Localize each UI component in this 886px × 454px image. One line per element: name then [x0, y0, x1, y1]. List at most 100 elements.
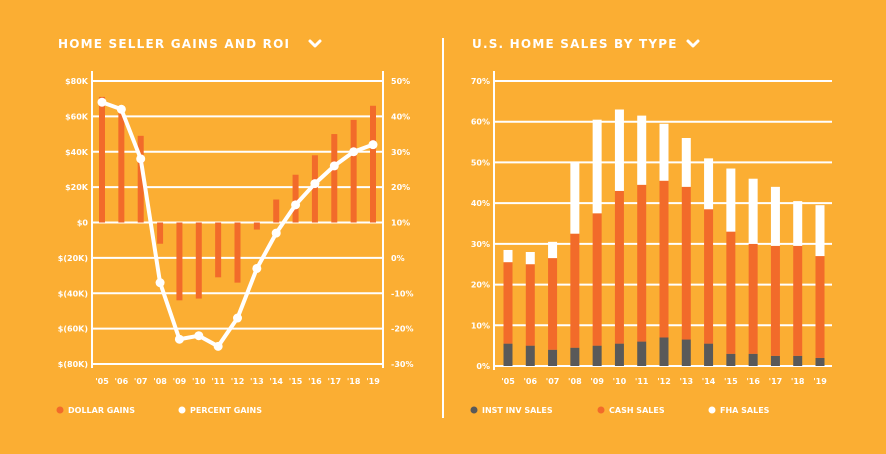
chart1-x-tick-label: '08: [153, 377, 167, 386]
chart2-bar-fha: [637, 115, 647, 185]
chart2-x-tick-label: '15: [724, 377, 738, 386]
chart1-right-tick-label: 30%: [391, 148, 410, 157]
chart2-bar-fha: [659, 123, 669, 181]
chart2-bar-cash: [525, 264, 535, 346]
chart2-bar-inst-inv: [815, 357, 825, 366]
chart1-bar-dollar-gain: [292, 174, 299, 223]
chart1-right-tick-label: -20%: [391, 325, 413, 334]
chart1-percent-point: [213, 341, 223, 351]
chart1-percent-point: [136, 154, 146, 164]
chart1-bar-dollar-gain: [350, 119, 357, 223]
chart1-right-tick-label: -30%: [391, 360, 413, 369]
chart1-right-tick-label: 40%: [391, 112, 410, 121]
chart2-bar-cash: [681, 186, 691, 340]
chart2-bar-fha: [815, 205, 825, 257]
chart2-y-tick-label: 40%: [471, 199, 490, 208]
chart2-x-tick-label: '10: [613, 377, 627, 386]
chart1-percent-point: [252, 263, 262, 273]
chart2-bar-cash: [815, 256, 825, 358]
chart2-bar-inst-inv: [525, 345, 535, 366]
chart1-title-chevron-down-icon: [308, 39, 322, 48]
chart1-right-tick-label: 0%: [391, 254, 405, 263]
chart2-x-tick-label: '17: [769, 377, 783, 386]
chart2-bar-cash: [614, 190, 624, 344]
chart2-bar-cash: [592, 213, 602, 346]
chart2-x-tick-label: '19: [813, 377, 827, 386]
chart2-x-tick-label: '12: [657, 377, 671, 386]
chart1-x-tick-label: '11: [211, 377, 225, 386]
chart2-bar-cash: [704, 209, 714, 344]
chart1-percent-point: [329, 161, 339, 171]
chart1-right-tick-label: 50%: [391, 77, 410, 86]
chart1-left-tick-label: $20K: [65, 183, 89, 192]
chart1-bar-dollar-gain: [253, 222, 260, 230]
chart2-bar-fha: [704, 158, 714, 210]
chart2-y-tick-label: 70%: [471, 77, 490, 86]
chart2-bar-fha: [503, 249, 513, 263]
chart1-right-tick-label: 20%: [391, 183, 410, 192]
chart1-legend-dollar-swatch: [56, 406, 64, 414]
chart1-bar-dollar-gain: [234, 222, 241, 283]
chart1-left-tick-label: $(40K): [58, 289, 88, 298]
chart1-x-tick-label: '05: [95, 377, 109, 386]
chart1-bar-dollar-gain: [118, 109, 125, 223]
chart2-y-tick-label: 30%: [471, 240, 490, 249]
chart1-x-tick-label: '06: [115, 377, 129, 386]
chart1-percent-point: [174, 334, 184, 344]
chart1-percent-point: [116, 104, 126, 114]
chart1-x-tick-label: '13: [250, 377, 264, 386]
chart2-title-chevron-down-icon: [686, 39, 700, 48]
chart2-x-tick-label: '06: [523, 377, 537, 386]
chart1-percent-point: [194, 331, 204, 341]
chart2-legend-cash-swatch: [597, 406, 605, 414]
chart2-legend-fha-swatch: [708, 406, 716, 414]
chart2-bar-fha: [748, 178, 758, 244]
chart1-left-tick-label: $0: [77, 219, 89, 228]
chart2-bar-cash: [659, 180, 669, 338]
chart1-bar-dollar-gain: [137, 135, 144, 223]
chart2-x-tick-label: '07: [546, 377, 560, 386]
chart2-bar-inst-inv: [704, 343, 714, 366]
chart2-x-tick-label: '05: [501, 377, 515, 386]
chart1-percent-point: [310, 179, 320, 189]
chart1-bar-dollar-gain: [99, 96, 105, 223]
chart2-bar-fha: [570, 162, 580, 234]
chart1-legend-dollar-label: DOLLAR GAINS: [68, 406, 135, 415]
chart2-x-tick-label: '09: [590, 377, 604, 386]
chart1-x-tick-label: '19: [366, 377, 380, 386]
chart1-left-tick-label: $(20K): [58, 254, 88, 263]
chart2-x-tick-label: '14: [702, 377, 716, 386]
chart2-legend-inst-inv-swatch: [470, 406, 478, 414]
chart2-bar-inst-inv: [793, 355, 803, 366]
chart1-x-tick-label: '07: [134, 377, 148, 386]
chart2-y-tick-label: 20%: [471, 281, 490, 290]
chart2-bar-inst-inv: [748, 353, 758, 366]
chart1-left-tick-label: $60K: [65, 112, 89, 121]
chart2-y-tick-label: 10%: [471, 321, 490, 330]
chart2-bar-cash: [503, 262, 513, 344]
chart2-bar-inst-inv: [726, 353, 736, 366]
chart2-bar-inst-inv: [681, 339, 691, 366]
chart2-title: U.S. HOME SALES BY TYPE: [472, 37, 678, 51]
chart2-bar-fha: [614, 109, 624, 191]
chart1-percent-point: [233, 313, 242, 323]
chart1-percent-point: [349, 147, 359, 157]
chart1-bar-dollar-gain: [311, 155, 318, 223]
chart1-x-tick-label: '14: [269, 377, 283, 386]
chart1-x-tick-label: '09: [173, 377, 187, 386]
chart2-bar-inst-inv: [770, 355, 780, 366]
chart1-x-tick-label: '17: [327, 377, 341, 386]
chart2-bar-cash: [570, 233, 580, 348]
chart2-bar-cash: [770, 245, 780, 356]
chart2-bar-fha: [726, 168, 736, 232]
chart2-x-tick-label: '18: [791, 377, 805, 386]
chart1-x-tick-label: '12: [231, 377, 245, 386]
chart2-bar-inst-inv: [503, 343, 513, 366]
chart1-bar-dollar-gain: [157, 222, 164, 244]
chart1-bar-dollar-gain: [331, 134, 338, 223]
chart1-percent-point: [368, 140, 378, 150]
chart1-percent-point: [97, 97, 107, 107]
chart1-percent-point: [271, 228, 281, 238]
chart1-bar-dollar-gain: [195, 222, 202, 299]
